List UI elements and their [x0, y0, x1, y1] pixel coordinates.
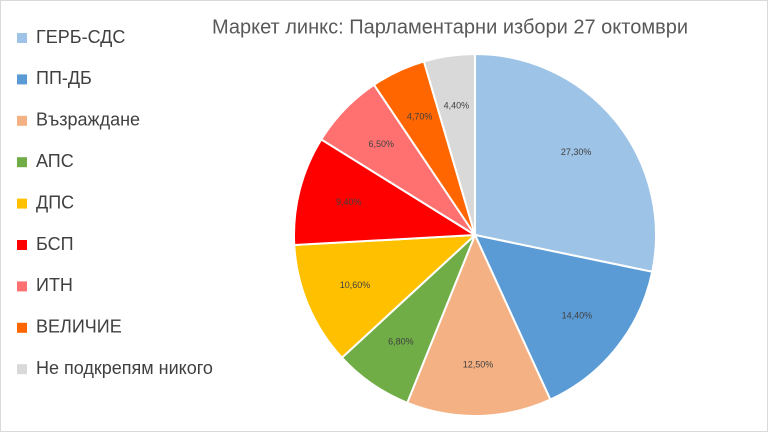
- pie-slice: [405, 232, 552, 417]
- pie-slice: [422, 52, 476, 236]
- legend-swatch: [17, 198, 27, 209]
- chart-title: Маркет линкс: Парламентарни избори 27 ок…: [212, 16, 688, 38]
- legend-label: Възраждане: [36, 110, 140, 130]
- legend-label: ВЕЛИЧИЕ: [36, 317, 122, 337]
- legend-swatch: [17, 281, 27, 292]
- data-label: 6,80%: [388, 337, 414, 347]
- data-label: 9,40%: [336, 197, 362, 207]
- legend-swatch: [17, 33, 27, 43]
- legend-label: ПП-ДБ: [36, 68, 92, 88]
- legend-label: Не подкрепям никого: [36, 358, 213, 378]
- legend-swatch: [17, 115, 27, 126]
- legend-swatch: [17, 240, 27, 250]
- data-label: 6,50%: [368, 139, 394, 149]
- legend-label: АПС: [36, 151, 74, 171]
- data-label: 27,30%: [561, 147, 592, 157]
- pie-slice: [473, 233, 654, 401]
- legend-label: ИТН: [36, 275, 73, 295]
- legend-swatch: [17, 364, 27, 375]
- pie-slice: [293, 233, 478, 360]
- legend-swatch: [17, 322, 27, 333]
- data-label: 12,50%: [463, 360, 494, 370]
- legend-label: ДПС: [36, 192, 74, 212]
- pie-slice: [474, 52, 657, 274]
- data-label: 4,40%: [444, 100, 470, 110]
- legend-label: БСП: [36, 234, 74, 254]
- data-label: 10,60%: [340, 280, 371, 290]
- data-label: 14,40%: [562, 311, 593, 321]
- legend-swatch: [17, 74, 27, 85]
- legend-swatch: [17, 157, 27, 168]
- pie-slice: [293, 138, 479, 247]
- data-label: 4,70%: [407, 111, 433, 121]
- legend-label: ГЕРБ-СДС: [36, 27, 125, 47]
